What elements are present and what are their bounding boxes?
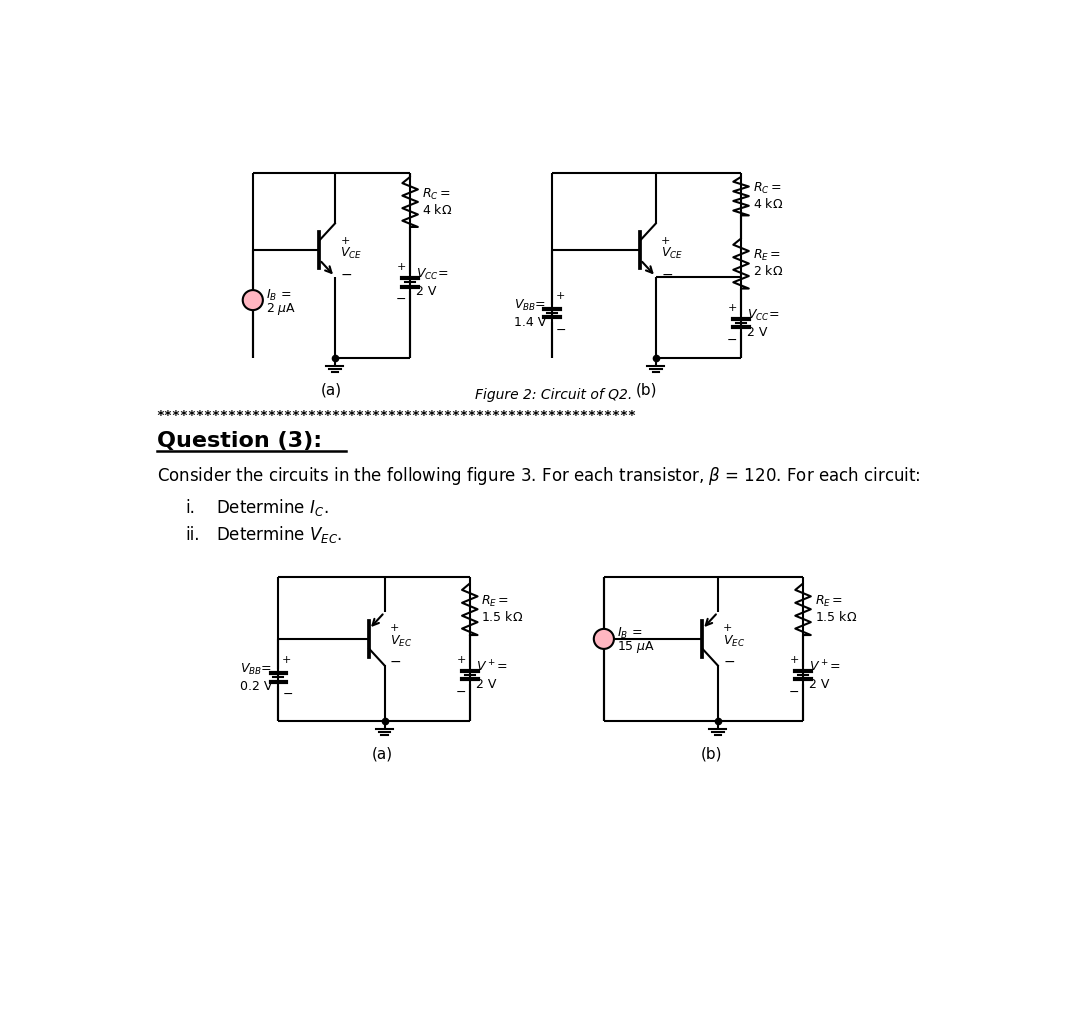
Text: 15 $\mu$A: 15 $\mu$A [617, 640, 656, 655]
Text: Determine $V_{EC}$.: Determine $V_{EC}$. [216, 525, 342, 545]
Text: −: − [390, 655, 402, 669]
Text: 2 V: 2 V [747, 326, 768, 339]
Text: 2 k$\Omega$: 2 k$\Omega$ [753, 264, 783, 278]
Text: i.: i. [186, 499, 195, 517]
Text: $V_{BB}$=: $V_{BB}$= [240, 662, 272, 678]
Text: $R_E=$: $R_E=$ [814, 594, 842, 609]
Text: −: − [456, 686, 465, 698]
Text: −: − [724, 655, 734, 669]
Text: $V^+$=: $V^+$= [476, 660, 508, 675]
Text: −: − [661, 268, 673, 282]
Text: −: − [395, 293, 406, 305]
Text: +: + [282, 655, 292, 665]
Text: Question (3):: Question (3): [157, 430, 322, 451]
Text: +: + [457, 655, 465, 664]
Text: −: − [340, 268, 352, 282]
Text: $V_{BB}$=: $V_{BB}$= [514, 298, 545, 313]
Text: −: − [282, 688, 293, 701]
Text: $I_B$ =: $I_B$ = [266, 288, 292, 303]
Text: $R_E=$: $R_E=$ [482, 594, 510, 609]
Text: −: − [727, 334, 738, 346]
Text: 2 $\mu$A: 2 $\mu$A [266, 300, 296, 317]
Circle shape [594, 629, 613, 649]
Text: $R_C=$: $R_C=$ [753, 180, 782, 196]
Text: (a): (a) [372, 746, 392, 762]
Text: $V_{CE}$: $V_{CE}$ [661, 246, 684, 261]
Text: 2 V: 2 V [809, 678, 829, 691]
Text: 0.2 V: 0.2 V [240, 681, 272, 693]
Text: 2 V: 2 V [476, 678, 497, 691]
Text: +: + [556, 291, 565, 301]
Text: +: + [789, 655, 799, 664]
Text: $V_{CC}$=: $V_{CC}$= [416, 268, 448, 282]
Text: Consider the circuits in the following figure 3. For each transistor, $\beta$ = : Consider the circuits in the following f… [157, 464, 920, 487]
Text: ii.: ii. [186, 526, 200, 544]
Text: +: + [661, 236, 671, 246]
Text: −: − [556, 324, 566, 336]
Text: $V^+$=: $V^+$= [809, 660, 841, 675]
Text: $R_E=$: $R_E=$ [753, 248, 781, 263]
Text: +: + [396, 262, 406, 272]
Text: $V_{EC}$: $V_{EC}$ [724, 633, 745, 649]
Text: +: + [340, 236, 350, 246]
Text: (b): (b) [636, 382, 658, 398]
Text: $I_B$ =: $I_B$ = [617, 626, 643, 641]
Text: $V_{EC}$: $V_{EC}$ [390, 633, 413, 649]
Text: Figure 2: Circuit of Q2.: Figure 2: Circuit of Q2. [475, 387, 632, 402]
Text: ************************************************************: ****************************************… [157, 409, 637, 422]
Text: +: + [728, 302, 738, 313]
Text: $V_{CC}$=: $V_{CC}$= [747, 308, 780, 323]
Text: +: + [390, 623, 400, 633]
Text: $V_{CE}$: $V_{CE}$ [340, 246, 363, 261]
Text: 2 V: 2 V [416, 285, 436, 298]
Text: (b): (b) [701, 746, 721, 762]
Text: (a): (a) [321, 382, 342, 398]
Text: $R_C=$: $R_C=$ [422, 187, 450, 202]
Circle shape [243, 290, 262, 311]
Text: 1.5 k$\Omega$: 1.5 k$\Omega$ [814, 610, 856, 624]
Text: Determine $I_C$.: Determine $I_C$. [216, 497, 329, 519]
Text: 4 k$\Omega$: 4 k$\Omega$ [422, 203, 453, 216]
Text: 1.5 k$\Omega$: 1.5 k$\Omega$ [482, 610, 524, 624]
Text: +: + [724, 623, 732, 633]
Text: 1.4 V: 1.4 V [513, 316, 545, 329]
Text: 4 k$\Omega$: 4 k$\Omega$ [753, 197, 783, 211]
Text: −: − [788, 686, 799, 698]
